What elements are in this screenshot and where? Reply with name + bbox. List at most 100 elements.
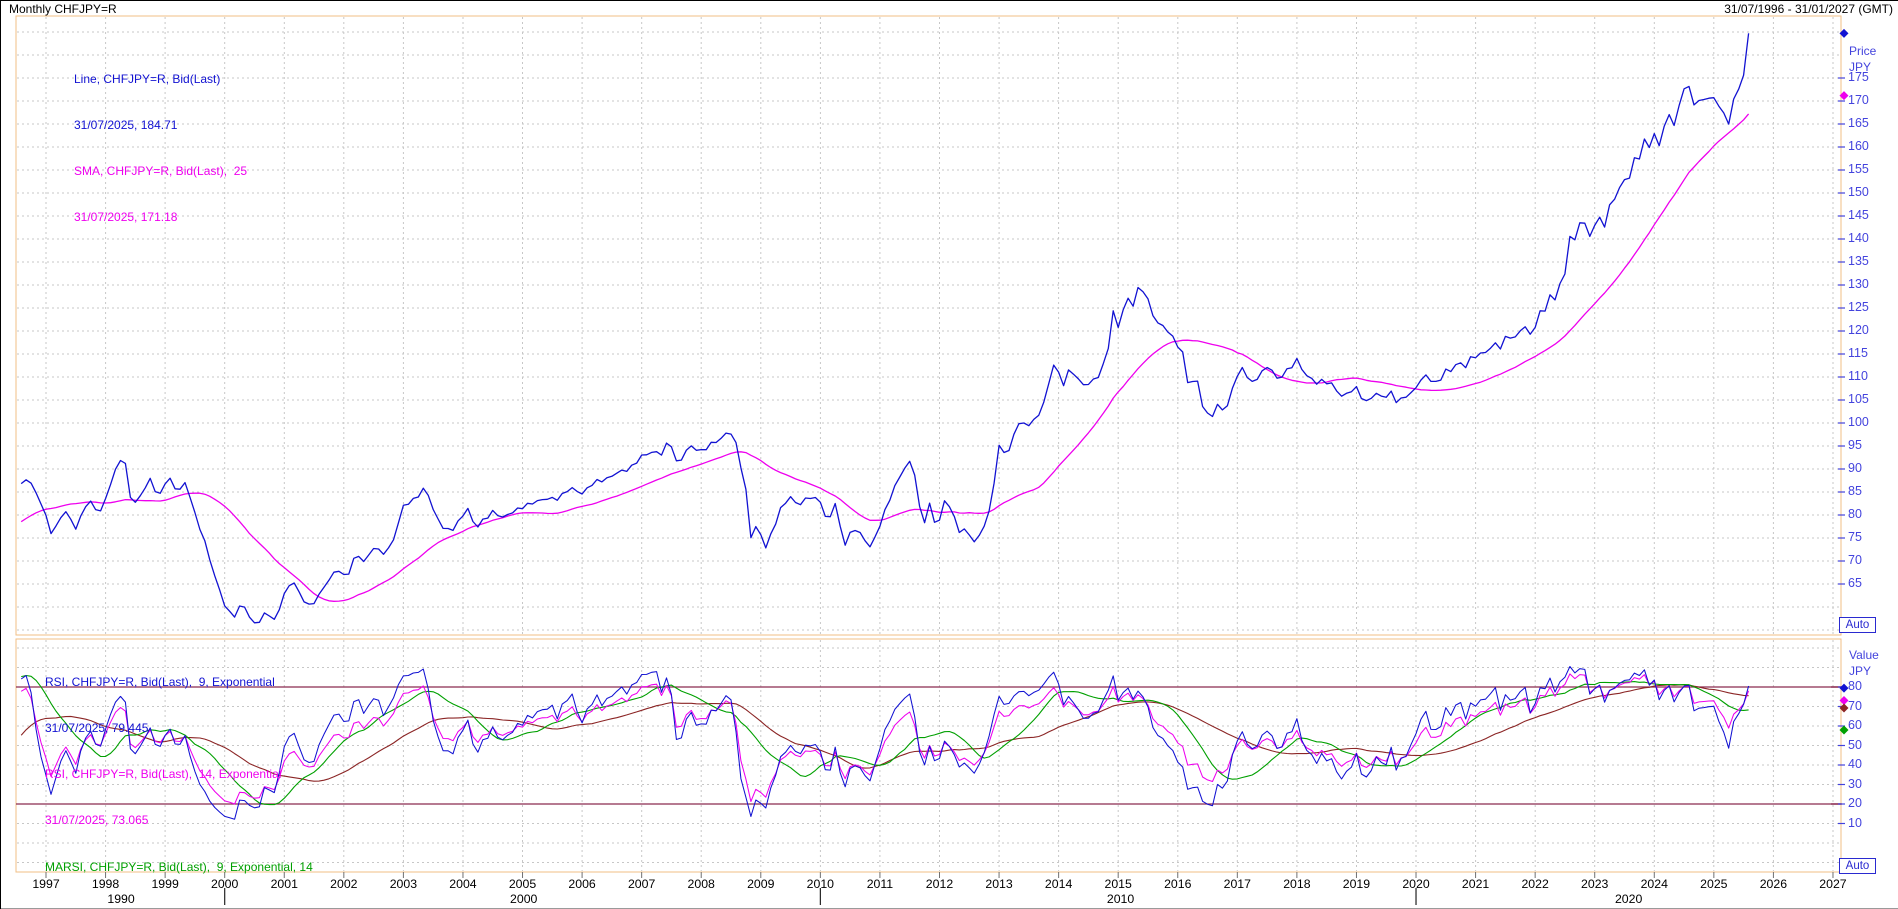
price-legend: Line, CHFJPY=R, Bid(Last) 31/07/2025, 18… <box>74 41 247 257</box>
price-tick-160: 160 <box>1848 139 1869 153</box>
rsi-tick-20: 20 <box>1848 796 1862 810</box>
chart-title: Monthly CHFJPY=R <box>9 2 117 16</box>
decade-label-1990: 1990 <box>107 892 135 906</box>
price-tick-95: 95 <box>1848 438 1862 452</box>
price-panel-border <box>15 15 1842 636</box>
year-label-2000: 2000 <box>211 877 239 891</box>
rsi-legend: RSI, CHFJPY=R, Bid(Last), 9, Exponential… <box>45 644 319 909</box>
legend-price-line-label: Line, CHFJPY=R, Bid(Last) <box>74 71 221 86</box>
price-tick-130: 130 <box>1848 277 1869 291</box>
price-tick-155: 155 <box>1848 162 1869 176</box>
legend-rsi14-label: RSI, CHFJPY=R, Bid(Last), 14, Exponentia… <box>45 767 282 782</box>
legend-sma-value: 31/07/2025, 171.18 <box>74 210 178 225</box>
year-label-1999: 1999 <box>151 877 179 891</box>
year-label-2024: 2024 <box>1640 877 1668 891</box>
price-tick-150: 150 <box>1848 185 1869 199</box>
price-tick-75: 75 <box>1848 530 1862 544</box>
year-label-2016: 2016 <box>1164 877 1192 891</box>
year-label-2004: 2004 <box>449 877 477 891</box>
year-label-1997: 1997 <box>32 877 60 891</box>
price-tick-165: 165 <box>1848 116 1869 130</box>
rsi-tick-80: 80 <box>1848 679 1862 693</box>
rsi14-line <box>20 673 1750 805</box>
legend-rsi9-label: RSI, CHFJPY=R, Bid(Last), 9, Exponential <box>45 674 275 689</box>
year-label-2001: 2001 <box>270 877 298 891</box>
rsi-tick-40: 40 <box>1848 757 1862 771</box>
year-label-2022: 2022 <box>1521 877 1549 891</box>
year-label-2003: 2003 <box>389 877 418 891</box>
year-label-1998: 1998 <box>91 877 120 891</box>
price-tick-85: 85 <box>1848 484 1862 498</box>
price-tick-125: 125 <box>1848 300 1869 314</box>
price-tick-140: 140 <box>1848 231 1869 245</box>
price-tick-145: 145 <box>1848 208 1869 222</box>
year-label-2027: 2027 <box>1819 877 1847 891</box>
rsi-tick-30: 30 <box>1848 776 1862 791</box>
price-tick-110: 110 <box>1848 369 1868 383</box>
rsi9-line <box>20 665 1750 820</box>
value-axis-auto-button[interactable]: Auto <box>1839 858 1876 874</box>
year-label-2005: 2005 <box>508 877 537 891</box>
value-axis-title: Value <box>1849 648 1879 662</box>
price-tick-105: 105 <box>1848 392 1869 406</box>
legend-rsi9-value: 31/07/2025, 79.445 <box>45 721 149 736</box>
price-tick-65: 65 <box>1848 576 1862 590</box>
marsi-14-25-line <box>20 684 1749 782</box>
last-rsi14-marker <box>1839 696 1849 706</box>
year-label-2017: 2017 <box>1223 877 1251 891</box>
sma-line <box>20 113 1750 602</box>
year-label-2010: 2010 <box>806 877 835 891</box>
year-label-2018: 2018 <box>1283 877 1311 891</box>
year-label-2020: 2020 <box>1402 877 1430 891</box>
year-label-2019: 2019 <box>1342 877 1371 891</box>
last-rsi9-marker <box>1839 683 1849 693</box>
year-label-2008: 2008 <box>687 877 715 891</box>
price-tick-135: 135 <box>1848 254 1869 268</box>
legend-marsi-9-14-label: MARSI, CHFJPY=R, Bid(Last), 9, Exponenti… <box>45 859 313 874</box>
rsi-tick-10: 10 <box>1848 815 1862 830</box>
year-label-2007: 2007 <box>627 877 656 891</box>
year-label-2021: 2021 <box>1461 877 1490 891</box>
year-label-2026: 2026 <box>1759 877 1788 891</box>
price-tick-90: 90 <box>1848 461 1862 475</box>
price-axis-title: Price <box>1849 44 1877 58</box>
year-label-2025: 2025 <box>1700 877 1728 891</box>
year-label-2009: 2009 <box>747 877 775 891</box>
year-label-2006: 2006 <box>568 877 596 891</box>
year-label-2013: 2013 <box>985 877 1013 891</box>
price-tick-115: 115 <box>1848 346 1868 360</box>
legend-price-line-value: 31/07/2025, 184.71 <box>74 118 178 133</box>
year-label-2014: 2014 <box>1044 877 1073 891</box>
rsi-panel-border <box>15 638 1842 873</box>
price-line <box>20 33 1750 624</box>
decade-label-2000: 2000 <box>510 892 538 906</box>
rsi-tick-50: 50 <box>1848 737 1862 752</box>
last-marsi-14-25-marker <box>1839 703 1849 713</box>
rsi-tick-60: 60 <box>1848 718 1862 732</box>
rsi-tick-70: 70 <box>1848 698 1862 713</box>
year-label-2002: 2002 <box>330 877 358 891</box>
decade-label-2010: 2010 <box>1106 892 1135 906</box>
year-label-2011: 2011 <box>866 877 894 891</box>
price-tick-120: 120 <box>1848 323 1869 337</box>
last-price-marker <box>1839 28 1849 38</box>
legend-sma-label: SMA, CHFJPY=R, Bid(Last), 25 <box>74 164 248 179</box>
year-label-2023: 2023 <box>1581 877 1609 891</box>
price-tick-170: 170 <box>1848 93 1869 107</box>
year-label-2015: 2015 <box>1104 877 1132 891</box>
last-sma-marker <box>1839 91 1849 101</box>
decade-label-2020: 2020 <box>1614 892 1643 906</box>
price-tick-80: 80 <box>1848 507 1862 521</box>
price-axis-auto-button[interactable]: Auto <box>1839 617 1876 633</box>
legend-rsi14-value: 31/07/2025, 73.065 <box>45 813 149 828</box>
last-marsi-9-14-marker <box>1839 725 1849 735</box>
marsi-9-14-line <box>21 674 1749 806</box>
price-tick-175: 175 <box>1848 70 1869 84</box>
year-label-2012: 2012 <box>925 877 954 891</box>
price-tick-70: 70 <box>1848 553 1862 567</box>
value-axis-unit: JPY <box>1849 664 1872 678</box>
price-tick-100: 100 <box>1848 415 1869 429</box>
date-range: 31/07/1996 - 31/01/2027 (GMT) <box>1724 2 1893 16</box>
